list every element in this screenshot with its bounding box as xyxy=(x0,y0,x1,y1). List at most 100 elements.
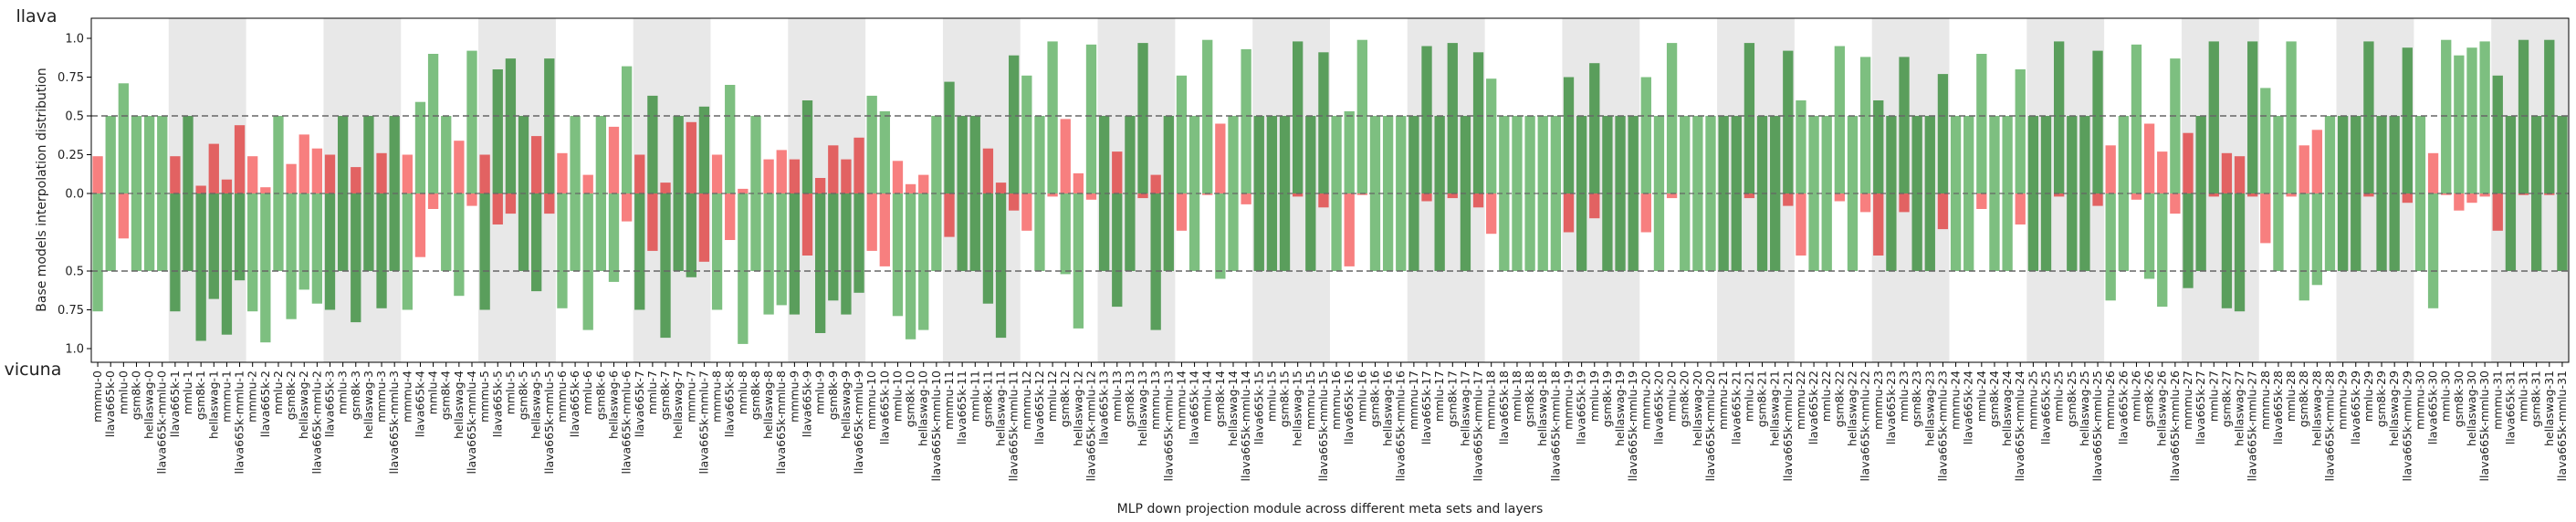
x-tick-label-mmlu-12: mmlu-12 xyxy=(1045,371,1059,422)
x-tick-label-hellaswag-31: hellaswag-31 xyxy=(2542,371,2556,446)
x-tick-label-hellaswag-18: hellaswag-18 xyxy=(1535,371,1549,446)
x-tick-label-gsm8k-4: gsm8k-4 xyxy=(439,371,453,420)
layer-band-9 xyxy=(788,18,866,362)
bar-vicuna-gsm8k-14 xyxy=(1215,193,1226,279)
bar-vicuna-llava665k-mmlu-9 xyxy=(853,193,864,293)
x-tick-label-mmlu-28: mmlu-28 xyxy=(2284,371,2298,422)
bar-llava-mmmu-21 xyxy=(1718,116,1729,193)
bar-vicuna-llava665k-mmlu-1 xyxy=(234,193,246,281)
x-tick-label-gsm8k-0: gsm8k-0 xyxy=(129,371,142,420)
x-tick-label-hellaswag-14: hellaswag-14 xyxy=(1226,371,1240,446)
reference-lines xyxy=(91,115,2569,272)
x-tick-label-llava665k-mmlu-30: llava665k-mmlu-30 xyxy=(2477,371,2491,481)
bar-llava-hellaswag-6 xyxy=(608,126,620,193)
x-tick-label-hellaswag-28: hellaswag-28 xyxy=(2309,371,2323,446)
layer-band-1 xyxy=(168,18,246,362)
bar-vicuna-gsm8k-5 xyxy=(518,193,529,271)
bar-llava-llava665k-13 xyxy=(1098,116,1110,193)
bar-vicuna-mmlu-18 xyxy=(1512,193,1523,271)
bar-llava-mmmu-28 xyxy=(2260,88,2271,193)
bar-llava-gsm8k-0 xyxy=(131,116,142,193)
layer-band-25 xyxy=(2026,18,2105,362)
bar-llava-mmlu-24 xyxy=(1976,54,1987,193)
bar-llava-mmlu-8 xyxy=(738,188,749,193)
x-tick-label-gsm8k-22: gsm8k-22 xyxy=(1832,371,1846,427)
bar-vicuna-mmmu-3 xyxy=(376,193,387,308)
bar-llava-gsm8k-27 xyxy=(2221,152,2233,193)
x-tick-label-llava665k-17: llava665k-17 xyxy=(1419,371,1433,444)
bar-vicuna-mmlu-8 xyxy=(738,193,749,344)
bar-vicuna-mmlu-23 xyxy=(1899,193,1910,213)
x-tick-label-hellaswag-5: hellaswag-5 xyxy=(529,371,543,439)
bar-llava-gsm8k-8 xyxy=(750,116,761,193)
bar-vicuna-llava665k-0 xyxy=(105,193,116,271)
bar-llava-hellaswag-3 xyxy=(363,116,374,193)
x-tick-label-mmlu-21: mmlu-21 xyxy=(1742,371,1755,422)
x-tick-label-llava665k-mmlu-0: llava665k-mmlu-0 xyxy=(155,371,169,475)
bar-llava-llava665k-mmlu-24 xyxy=(2015,69,2026,193)
x-tick-label-llava665k-27: llava665k-27 xyxy=(2194,371,2207,444)
layer-band-29 xyxy=(2336,18,2414,362)
bar-llava-gsm8k-29 xyxy=(2376,116,2387,193)
bar-llava-hellaswag-17 xyxy=(1460,116,1471,193)
x-tick-label-mmlu-25: mmlu-25 xyxy=(2052,371,2066,422)
bar-llava-mmlu-0 xyxy=(118,83,129,193)
x-tick-label-llava665k-12: llava665k-12 xyxy=(1032,371,1046,444)
x-tick-label-llava665k-23: llava665k-23 xyxy=(1884,371,1898,444)
bar-llava-llava665k-11 xyxy=(957,116,968,193)
x-tick-label-llava665k-mmlu-19: llava665k-mmlu-19 xyxy=(1626,371,1639,481)
bar-llava-llava665k-mmlu-1 xyxy=(234,125,246,193)
bar-vicuna-gsm8k-19 xyxy=(1602,193,1613,271)
bar-vicuna-llava665k-10 xyxy=(879,193,890,266)
bar-vicuna-gsm8k-9 xyxy=(828,193,839,301)
x-tick-label-gsm8k-28: gsm8k-28 xyxy=(2297,371,2310,427)
bar-vicuna-gsm8k-11 xyxy=(982,193,994,304)
bar-vicuna-gsm8k-23 xyxy=(1911,193,1922,271)
x-tick-label-mmmu-21: mmmu-21 xyxy=(1716,371,1730,430)
x-tick-label-mmmu-16: mmmu-16 xyxy=(1329,371,1343,430)
bar-vicuna-hellaswag-3 xyxy=(363,193,374,271)
bar-vicuna-mmmu-11 xyxy=(944,193,955,237)
x-tick-label-llava665k-5: llava665k-5 xyxy=(490,371,504,437)
x-axis: mmmu-0 llava665k-0 mmlu-0 gsm8k-0 hellaswag-… xyxy=(90,362,2569,481)
bar-llava-mmlu-9 xyxy=(815,178,826,193)
bar-llava-gsm8k-5 xyxy=(518,116,529,193)
bar-llava-llava665k-mmlu-2 xyxy=(311,148,323,193)
bar-vicuna-gsm8k-16 xyxy=(1369,193,1381,271)
x-tick-label-llava665k-mmlu-9: llava665k-mmlu-9 xyxy=(852,371,865,475)
bar-vicuna-hellaswag-8 xyxy=(763,193,774,315)
bar-vicuna-llava665k-mmlu-11 xyxy=(1009,193,1020,211)
bar-llava-llava665k-mmlu-19 xyxy=(1628,116,1639,193)
bar-vicuna-hellaswag-15 xyxy=(1293,193,1304,197)
bar-llava-mmmu-1 xyxy=(221,179,233,193)
x-tick-label-hellaswag-30: hellaswag-30 xyxy=(2465,371,2478,446)
bar-vicuna-hellaswag-17 xyxy=(1460,193,1471,271)
bar-llava-llava665k-mmlu-3 xyxy=(389,116,400,193)
bar-llava-llava665k-30 xyxy=(2427,152,2439,193)
bar-vicuna-gsm8k-8 xyxy=(750,193,761,271)
layer-band-19 xyxy=(1562,18,1640,362)
bar-vicuna-gsm8k-21 xyxy=(1756,193,1768,271)
bar-llava-llava665k-15 xyxy=(1253,116,1264,193)
bar-llava-llava665k-mmlu-25 xyxy=(2092,50,2103,193)
bar-llava-gsm8k-30 xyxy=(2454,55,2465,194)
bar-vicuna-hellaswag-22 xyxy=(1847,193,1859,271)
y-tick-label-top-2: 0.5 xyxy=(65,110,84,124)
bar-llava-mmmu-31 xyxy=(2492,75,2503,193)
x-tick-label-hellaswag-8: hellaswag-8 xyxy=(761,371,775,439)
x-tick-label-mmlu-0: mmlu-0 xyxy=(116,371,130,414)
x-tick-label-mmlu-27: mmlu-27 xyxy=(2206,371,2220,422)
x-tick-label-llava665k-mmlu-26: llava665k-mmlu-26 xyxy=(2168,371,2182,481)
bar-llava-hellaswag-4 xyxy=(454,141,465,193)
bar-llava-mmlu-4 xyxy=(427,54,439,193)
bar-llava-mmmu-12 xyxy=(1021,75,1032,193)
llava-label: llava xyxy=(16,6,57,26)
layer-band-21 xyxy=(1717,18,1795,362)
bar-llava-mmmu-10 xyxy=(866,95,877,193)
bar-llava-hellaswag-10 xyxy=(918,174,929,193)
bar-llava-llava665k-mmlu-29 xyxy=(2402,47,2413,194)
bar-llava-llava665k-mmlu-11 xyxy=(1009,55,1020,194)
x-tick-label-gsm8k-10: gsm8k-10 xyxy=(904,371,917,427)
x-tick-label-llava665k-22: llava665k-22 xyxy=(1806,371,1820,444)
x-tick-label-mmmu-4: mmmu-4 xyxy=(400,371,414,423)
